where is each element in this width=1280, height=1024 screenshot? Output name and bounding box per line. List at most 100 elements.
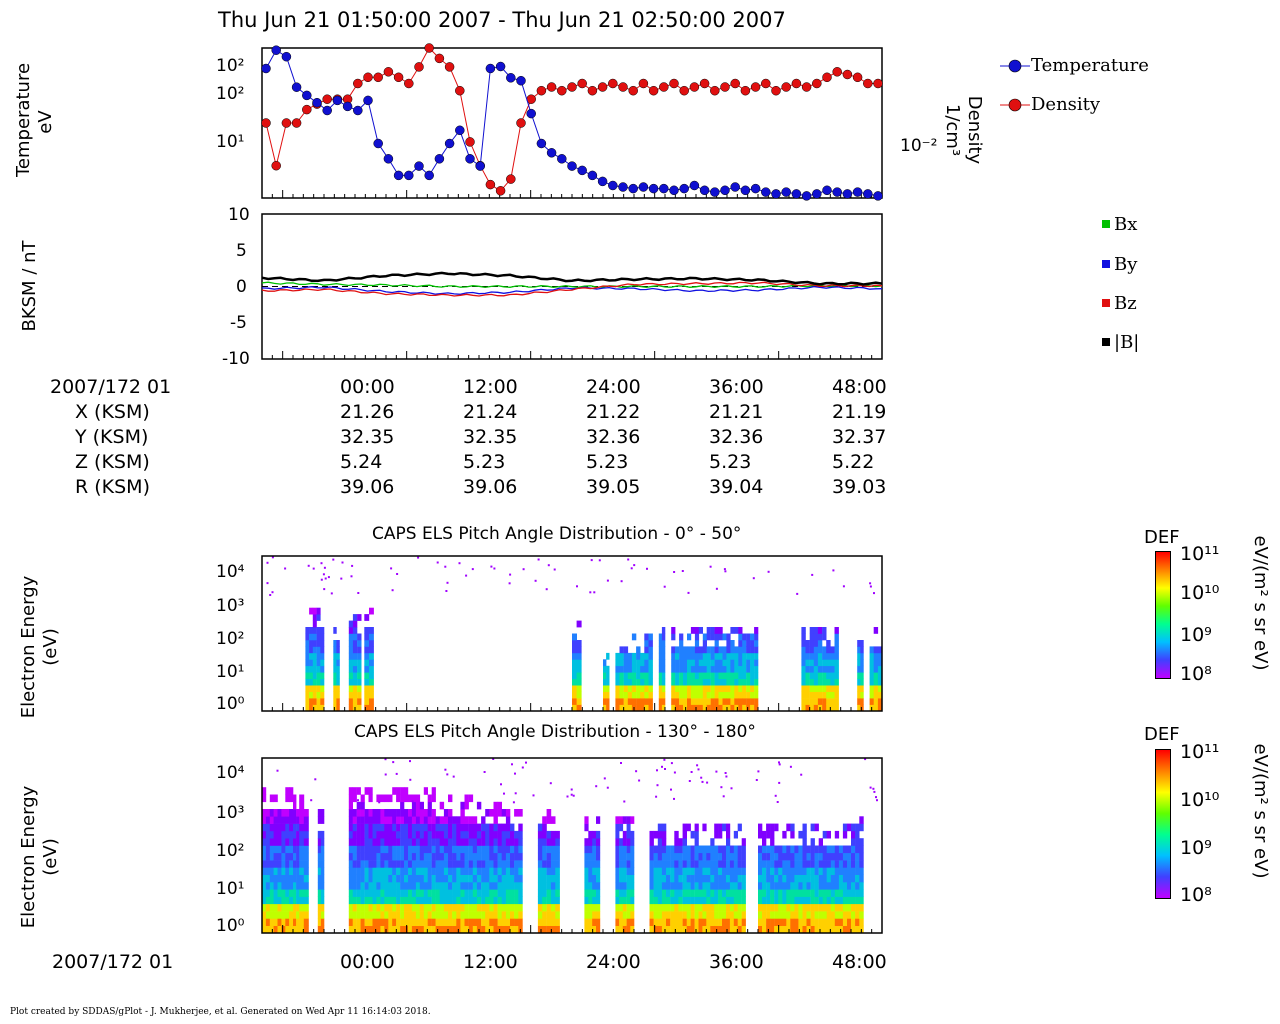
spectrogram-cell xyxy=(404,860,409,868)
spectrogram-cell xyxy=(400,823,405,832)
spectrogram-cell xyxy=(810,911,815,919)
spectrogram-cell xyxy=(320,830,325,839)
spectrogram-cell xyxy=(360,889,365,897)
spectrogram-cell xyxy=(309,633,314,641)
spectrogram-cell xyxy=(572,704,577,712)
spectrogram-cell xyxy=(364,889,369,897)
spectrogram-cell xyxy=(352,640,358,647)
spectrogram-cell xyxy=(626,911,631,919)
spectrogram-cell xyxy=(794,911,799,919)
spectrogram-cell xyxy=(336,698,340,705)
spectrogram-cell xyxy=(710,678,715,686)
spectrogram-cell xyxy=(396,787,401,795)
spectrogram-cell xyxy=(615,830,620,839)
spectrogram-cell xyxy=(722,867,727,875)
density-point xyxy=(577,78,587,89)
spectrogram-cell xyxy=(877,691,883,699)
spectrogram-cell xyxy=(352,794,357,803)
spectrogram-cell xyxy=(860,646,864,654)
spectrogram-cell xyxy=(277,816,282,824)
spectrogram-cell xyxy=(423,874,428,883)
spectrogram-cell xyxy=(817,640,823,647)
spectrogram-cell xyxy=(269,845,274,854)
spectrogram-cell xyxy=(782,925,787,934)
spectrogram-cell xyxy=(869,678,874,686)
spectrogram-cell xyxy=(388,874,393,883)
spectrogram-cell xyxy=(518,838,523,846)
spectrogram-cell xyxy=(778,860,783,868)
spectrogram-cell xyxy=(396,911,401,919)
spectrogram-cell xyxy=(714,672,719,680)
spectrogram-cell xyxy=(834,698,839,705)
spectrogram-cell xyxy=(750,646,755,654)
spectrogram-cell xyxy=(352,889,357,897)
spectrogram-cell xyxy=(317,903,322,912)
spectrogram-cell xyxy=(851,867,856,875)
spectrogram-cell xyxy=(285,838,290,846)
spectrogram-cell xyxy=(877,672,883,680)
spectrogram-cell xyxy=(661,911,667,919)
spectrogram-cell xyxy=(683,646,688,654)
spectrogram-cell xyxy=(766,874,771,883)
spectrogram-cell xyxy=(766,896,771,905)
spectrogram-cell xyxy=(690,903,695,912)
spectrogram-cell xyxy=(847,925,852,934)
eph-x-0: 21.26 xyxy=(340,401,395,423)
spectrogram-cell xyxy=(826,867,831,875)
density-point xyxy=(291,118,302,128)
spectrogram-cell xyxy=(859,852,864,861)
spectrogram-cell xyxy=(813,698,819,705)
spectrogram-cell xyxy=(312,646,317,654)
spectrogram-cell xyxy=(555,925,560,934)
spectrogram-cell xyxy=(388,852,393,861)
spectrogram-cell xyxy=(737,896,742,905)
spectrogram-cell xyxy=(729,896,735,905)
bottom-tick-0: 00:00 xyxy=(340,951,395,973)
spectrogram-cell xyxy=(356,860,361,868)
spectrogram-cell xyxy=(435,816,440,824)
spectrogram-speckle xyxy=(724,570,727,573)
spectrogram-cell xyxy=(631,652,637,660)
spectrogram-cell xyxy=(501,874,507,883)
spectrogram-cell xyxy=(427,860,432,868)
spectrogram-cell xyxy=(738,640,743,647)
spectrogram-cell xyxy=(468,889,474,897)
spectrogram-cell xyxy=(806,911,811,919)
spectrogram-cell xyxy=(309,627,314,634)
spectrogram-cell xyxy=(265,903,271,912)
spectrogram-cell xyxy=(661,640,666,647)
temp-tick-3: 10¹ xyxy=(216,132,245,152)
spectrogram-cell xyxy=(427,838,432,846)
legend-bz: Bz xyxy=(1114,293,1137,314)
spectrogram-cell xyxy=(729,882,735,890)
spectrogram-cell xyxy=(741,911,746,919)
spectrogram-cell xyxy=(661,627,666,634)
spectrogram-cell xyxy=(814,903,819,912)
spectrogram-cell xyxy=(722,874,727,883)
spectrogram-cell xyxy=(702,691,707,699)
spectrogram-cell xyxy=(842,860,848,868)
spectrogram-cell xyxy=(273,874,278,883)
spectrogram-cell xyxy=(690,896,695,905)
spectrogram-cell xyxy=(770,874,775,883)
spectrogram-cell xyxy=(661,678,666,686)
spectrogram-cell xyxy=(702,685,707,692)
spectrogram-cell xyxy=(423,816,428,824)
spectrogram-cell xyxy=(678,838,683,846)
eph-z-3: 5.23 xyxy=(709,451,752,473)
spectrogram-cell xyxy=(368,845,373,854)
spectrogram-cell xyxy=(489,860,494,868)
spectrogram-cell xyxy=(873,646,879,654)
spectrogram-cell xyxy=(542,925,547,934)
b-tick-m5: -5 xyxy=(230,313,247,333)
spectrogram-cell xyxy=(718,845,723,854)
spectrogram-cell xyxy=(376,867,381,875)
spectrogram-cell xyxy=(817,646,823,654)
spectrogram-cell xyxy=(289,852,294,861)
spectrogram-cell xyxy=(686,860,691,868)
spectrogram-cell xyxy=(738,633,743,641)
spectrogram-cell xyxy=(348,652,354,660)
spectrogram-speckle xyxy=(633,564,636,567)
spectrogram-cell xyxy=(619,889,624,897)
spectrogram-cell xyxy=(592,882,597,890)
